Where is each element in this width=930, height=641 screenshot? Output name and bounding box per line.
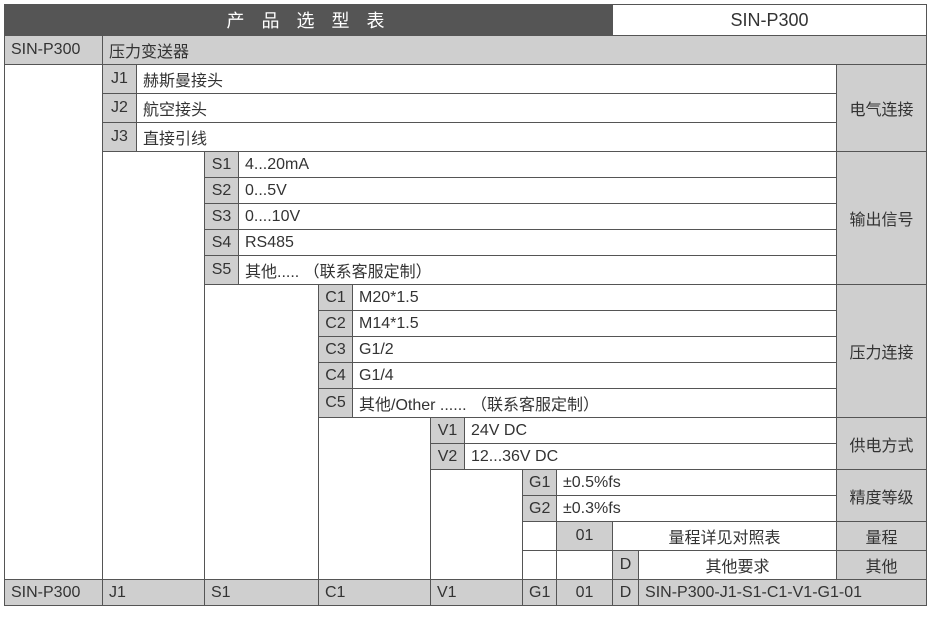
ex-V: V1 (431, 580, 523, 606)
code-J2: J2 (103, 94, 137, 123)
cat-J: 电气连接 (837, 65, 927, 152)
ex-J: J1 (103, 580, 205, 606)
code-D: D (613, 551, 639, 580)
desc-G1: ±0.5%fs (557, 470, 837, 496)
code-S3: S3 (205, 204, 239, 230)
code-G2: G2 (523, 496, 557, 522)
desc-01: 量程详见对照表 (613, 522, 837, 551)
desc-S1: 4...20mA (239, 152, 837, 178)
gap-01 (557, 551, 613, 580)
desc-J3: 直接引线 (137, 123, 837, 152)
ex-full: SIN-P300-J1-S1-C1-V1-G1-01 (639, 580, 927, 606)
desc-D: 其他要求 (639, 551, 837, 580)
code-G1: G1 (523, 470, 557, 496)
product-name: 压力变送器 (103, 36, 927, 65)
code-J3: J3 (103, 123, 137, 152)
desc-S4: RS485 (239, 230, 837, 256)
code-S4: S4 (205, 230, 239, 256)
desc-S2: 0...5V (239, 178, 837, 204)
code-V2: V2 (431, 444, 465, 470)
gap-G2 (523, 551, 557, 580)
code-S2: S2 (205, 178, 239, 204)
desc-S3: 0....10V (239, 204, 837, 230)
code-C5: C5 (319, 389, 353, 418)
code-C1: C1 (319, 285, 353, 311)
product-row: SIN-P300 压力变送器 (5, 36, 927, 65)
code-S1: S1 (205, 152, 239, 178)
gap-V (431, 470, 523, 551)
desc-G2: ±0.3%fs (557, 496, 837, 522)
desc-S5: 其他..... （联系客服定制） (239, 256, 837, 285)
ex-C: C1 (319, 580, 431, 606)
desc-C2: M14*1.5 (353, 311, 837, 337)
header-row: 产 品 选 型 表 SIN-P300 (5, 5, 927, 36)
ex-01: 01 (557, 580, 613, 606)
code-C3: C3 (319, 337, 353, 363)
selection-table: 产 品 选 型 表 SIN-P300 SIN-P300 压力变送器 J1 赫斯曼… (4, 4, 927, 606)
gap-S (205, 285, 319, 551)
code-S5: S5 (205, 256, 239, 285)
ex-model: SIN-P300 (5, 580, 103, 606)
desc-C3: G1/2 (353, 337, 837, 363)
gap-G (523, 522, 557, 551)
code-J1: J1 (103, 65, 137, 94)
example-row: SIN-P300 J1 S1 C1 V1 G1 01 D SIN-P300-J1… (5, 580, 927, 606)
title: 产 品 选 型 表 (5, 5, 613, 36)
code-V1: V1 (431, 418, 465, 444)
gap-J (103, 152, 205, 551)
cat-G: 精度等级 (837, 470, 927, 522)
cat-S: 输出信号 (837, 152, 927, 285)
cat-range: 量程 (837, 522, 927, 551)
desc-J1: 赫斯曼接头 (137, 65, 837, 94)
desc-V1: 24V DC (465, 418, 837, 444)
gap-J-end (103, 551, 205, 580)
desc-C5: 其他/Other ...... （联系客服定制） (353, 389, 837, 418)
desc-V2: 12...36V DC (465, 444, 837, 470)
desc-C4: G1/4 (353, 363, 837, 389)
gap-C-end (319, 551, 431, 580)
ex-G: G1 (523, 580, 557, 606)
gap-V-end (431, 551, 523, 580)
desc-C1: M20*1.5 (353, 285, 837, 311)
gap-S-end (205, 551, 319, 580)
left-gap (5, 65, 103, 551)
code-C2: C2 (319, 311, 353, 337)
gap-left-end (5, 551, 103, 580)
gap-C (319, 418, 431, 551)
desc-J2: 航空接头 (137, 94, 837, 123)
cat-other: 其他 (837, 551, 927, 580)
ex-D: D (613, 580, 639, 606)
header-model: SIN-P300 (613, 5, 927, 36)
product-code: SIN-P300 (5, 36, 103, 65)
cat-C: 压力连接 (837, 285, 927, 418)
ex-S: S1 (205, 580, 319, 606)
code-01: 01 (557, 522, 613, 551)
cat-V: 供电方式 (837, 418, 927, 470)
code-C4: C4 (319, 363, 353, 389)
